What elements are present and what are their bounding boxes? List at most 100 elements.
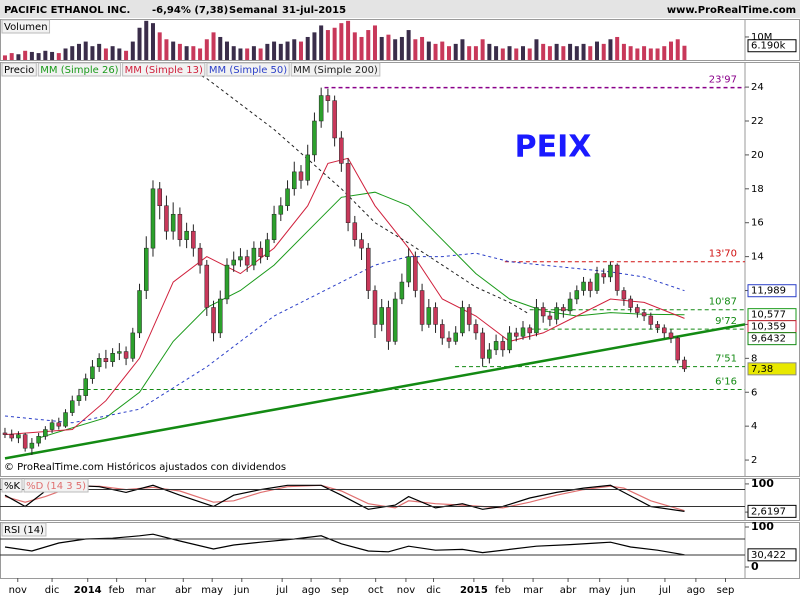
candle-body [9, 434, 14, 439]
volume-bar [480, 39, 485, 60]
candle-body [56, 422, 62, 427]
volume-bar [117, 48, 122, 60]
candle-body [655, 324, 660, 329]
y-tick-label: 18 [751, 184, 764, 195]
y-tick-label: 24 [751, 82, 764, 93]
volume-bar [642, 46, 647, 60]
legend-entry: %K [4, 481, 21, 492]
legend-box [1, 62, 37, 77]
candle-body [325, 95, 331, 101]
volume-bar [265, 43, 270, 60]
candle-body [184, 230, 189, 240]
volume-bar [541, 43, 546, 60]
candle-body [588, 281, 593, 291]
candle-body [594, 273, 600, 291]
x-tick-label: may [201, 585, 223, 596]
volume-bar [157, 32, 162, 60]
candle-body [372, 290, 378, 325]
volume-bar [224, 41, 229, 60]
x-tick-label: nov [9, 585, 27, 596]
candle-body [581, 281, 586, 291]
candle-body [507, 332, 512, 351]
candle-body [83, 378, 88, 396]
x-tick-label: dic [45, 585, 60, 596]
candle-body [29, 442, 35, 449]
candle-body [305, 154, 310, 181]
candle-body [567, 298, 573, 312]
candle-body [540, 307, 546, 317]
candle-body [70, 400, 75, 413]
period: Semanal [229, 5, 277, 16]
volume-bar [97, 43, 102, 60]
candle-body [312, 120, 317, 156]
volume-bar [446, 46, 451, 60]
candle-body [292, 171, 297, 190]
candle-body [258, 247, 263, 257]
candle-body [90, 366, 95, 379]
y-tick-label: 2 [751, 455, 757, 466]
x-tick-label: jul [658, 585, 671, 596]
last-value-box [747, 548, 797, 562]
level-label: 7'51 [715, 354, 737, 365]
x-tick-label: oct [368, 585, 384, 596]
candle-body [460, 307, 465, 334]
candle-body [446, 337, 452, 342]
last-value-label: 11,989 [751, 286, 786, 297]
volume-bar [574, 46, 579, 60]
candle-body [433, 307, 438, 325]
candle-body [218, 298, 223, 334]
candle-body [157, 188, 162, 207]
level-label: 13'70 [709, 249, 737, 260]
candle-body [547, 315, 553, 320]
candle-body [130, 332, 136, 359]
volume-bar [43, 50, 48, 60]
candle-body [191, 230, 196, 249]
candle-body [487, 349, 492, 359]
candle-body [204, 264, 210, 308]
last-value-label: 7,38 [751, 364, 773, 375]
candle-body [466, 307, 472, 325]
legend-entry: MM (Simple 200) [293, 65, 378, 76]
volume-bar [144, 20, 149, 60]
x-tick-label: feb [109, 585, 125, 596]
volume-bar [675, 39, 680, 60]
volume-bar [346, 20, 351, 60]
candle-body [473, 324, 479, 334]
volume-bar [561, 46, 566, 60]
candle-body [500, 341, 506, 351]
volume-bar [110, 46, 115, 60]
volume-bar [406, 30, 411, 60]
candle-body [76, 395, 82, 401]
last-value-label: 9,6432 [751, 334, 786, 345]
candle-body [527, 327, 532, 334]
x-tick-label: ago [302, 585, 321, 596]
volume-bar [588, 46, 593, 60]
candle-body [345, 163, 351, 223]
indicator-line [4, 484, 685, 512]
candle-body [265, 239, 270, 257]
volume-bar [594, 41, 599, 60]
candle-body [440, 324, 445, 339]
volume-bar [9, 53, 14, 60]
volume-bar [191, 46, 196, 60]
y-tick-label: 10M [751, 32, 772, 43]
level-label: 10'87 [709, 297, 737, 308]
volume-bar [164, 39, 169, 60]
volume-bar [621, 43, 626, 60]
volume-bar [648, 48, 653, 60]
candle-body [668, 332, 674, 339]
candle-body [675, 337, 680, 361]
last-value-label: 6.190k [751, 41, 786, 52]
candle-body [534, 307, 539, 334]
volume-bar [460, 39, 465, 60]
last-value-label: 30,422 [751, 550, 786, 561]
candle-body [399, 281, 405, 300]
symbol: PACIFIC ETHANOL INC. [4, 5, 130, 16]
candle-body [211, 307, 216, 334]
volume-bar [56, 53, 61, 60]
volume-bar [601, 43, 606, 60]
y-tick-label: 6 [751, 387, 757, 398]
volume-bar [29, 51, 34, 60]
candle-body [332, 100, 337, 139]
